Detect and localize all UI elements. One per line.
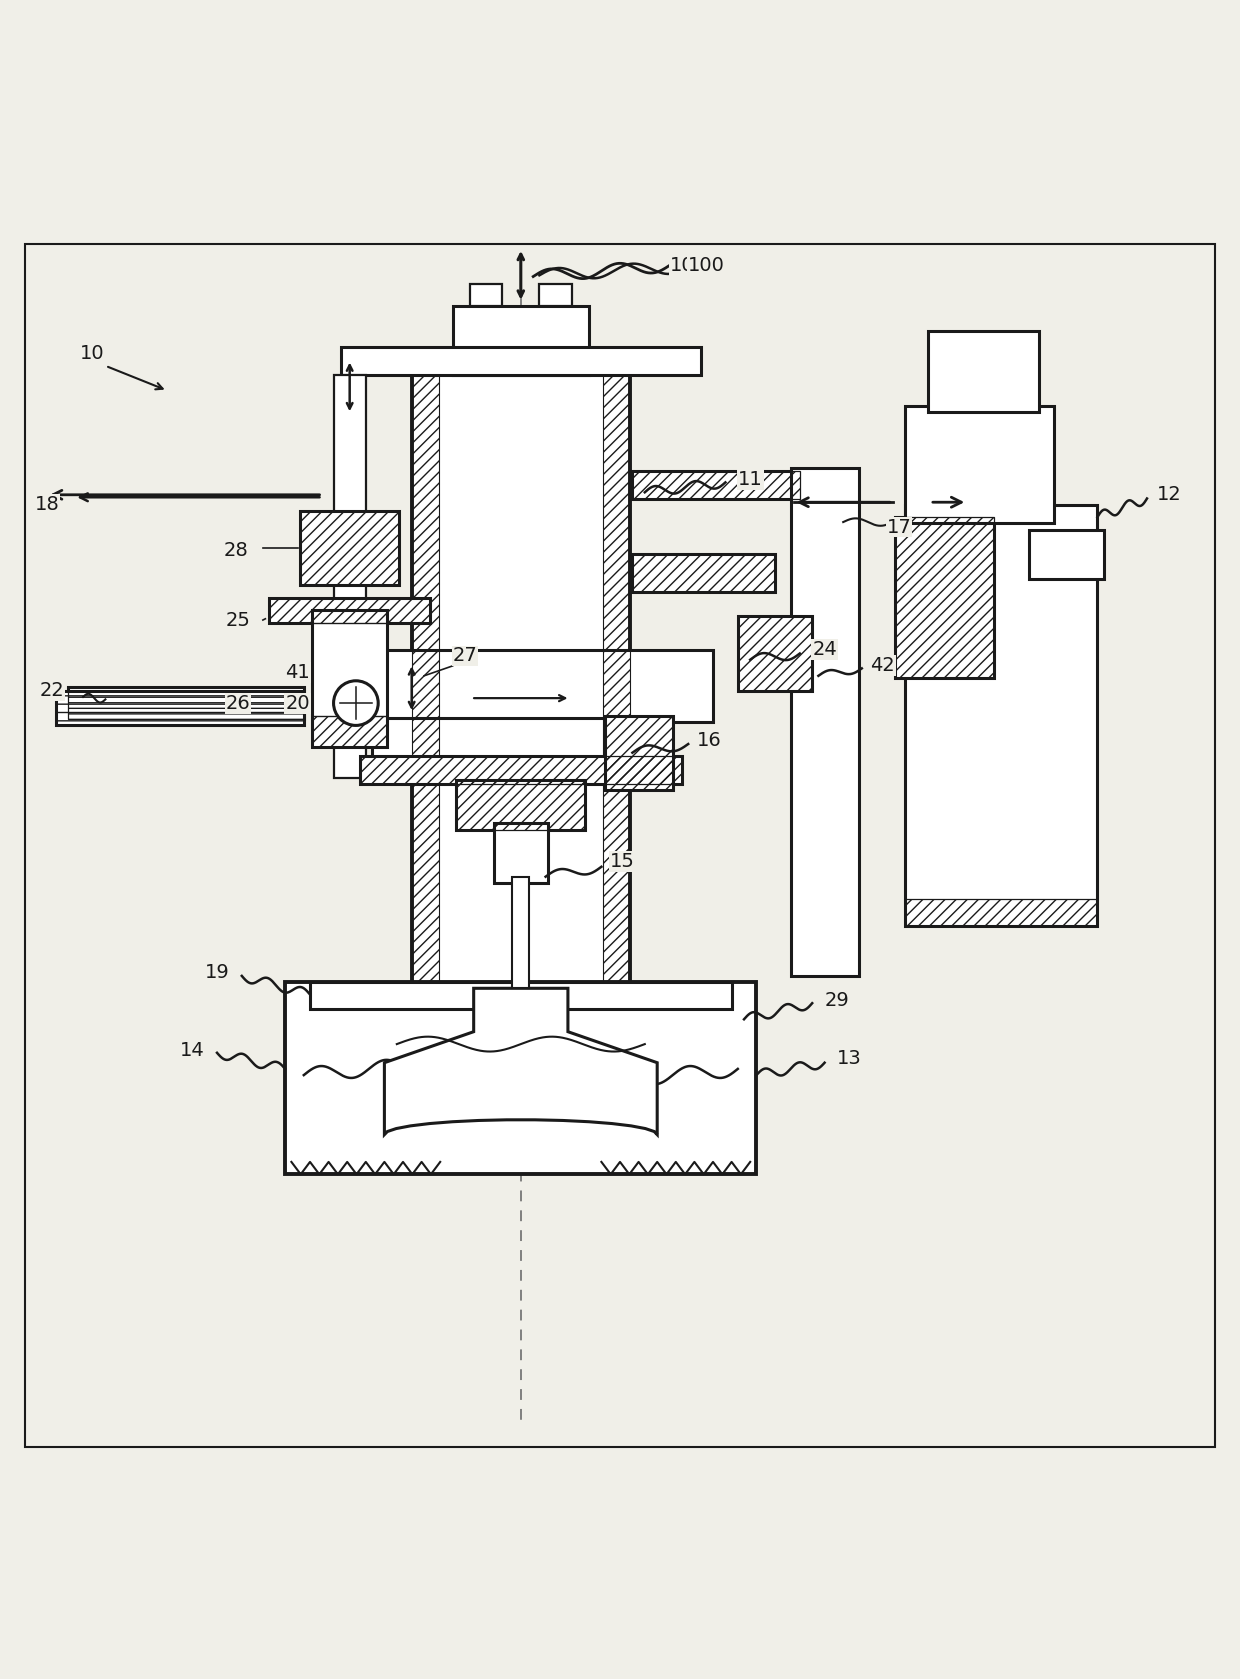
Bar [300,510,399,586]
Circle shape [334,680,378,725]
Bar [539,284,572,306]
Bar [412,374,630,982]
Bar [738,616,812,690]
Bar [68,687,304,719]
Bar [56,690,304,725]
Bar [494,823,548,883]
Bar [412,374,439,982]
Bar [470,284,502,306]
Text: 20: 20 [285,693,310,712]
Bar [68,687,304,719]
Bar [928,331,1039,411]
Bar [341,348,701,374]
Bar [738,616,812,690]
Text: 19: 19 [205,962,229,982]
Text: 100: 100 [670,255,707,275]
Bar [603,374,630,982]
Bar [605,715,673,789]
Bar [329,650,713,722]
Bar [632,472,800,499]
Bar [360,757,682,784]
Bar [905,898,1097,927]
Text: 41: 41 [285,663,310,682]
Bar [895,517,994,678]
Bar [1029,529,1104,579]
Bar [334,374,366,777]
Bar [456,781,585,829]
Text: 16: 16 [697,730,722,751]
Text: 22: 22 [40,682,64,700]
Text: 11: 11 [738,470,763,489]
Polygon shape [384,989,657,1135]
Text: 27: 27 [453,646,477,665]
Text: 10: 10 [79,344,104,363]
Bar [605,715,673,789]
Bar [372,719,670,766]
Bar [905,406,1054,524]
Bar [632,554,775,591]
Text: 100: 100 [688,255,725,275]
Bar [312,715,387,747]
Bar [632,554,775,591]
Text: 12: 12 [1157,485,1182,504]
Text: 28: 28 [223,541,248,561]
Bar [456,781,585,829]
Bar [269,598,430,623]
Text: 29: 29 [825,991,849,1011]
Bar [269,598,430,623]
Text: 15: 15 [610,853,635,871]
Text: 17: 17 [887,517,911,537]
Bar [632,472,800,499]
Text: 13: 13 [837,1049,862,1068]
Text: 26: 26 [226,693,250,712]
Bar [285,982,756,1174]
Bar [56,690,304,725]
Text: 18: 18 [35,495,60,514]
Bar [360,757,682,784]
Bar [312,609,387,747]
Text: 24: 24 [812,640,837,660]
Text: 42: 42 [870,656,895,675]
Bar [300,510,399,586]
Bar [791,467,859,975]
Text: 14: 14 [180,1041,205,1059]
Bar [453,306,589,374]
Bar [905,505,1097,927]
Bar [310,982,732,1009]
Bar [895,517,994,678]
Text: 25: 25 [226,611,250,630]
Bar [512,876,529,989]
